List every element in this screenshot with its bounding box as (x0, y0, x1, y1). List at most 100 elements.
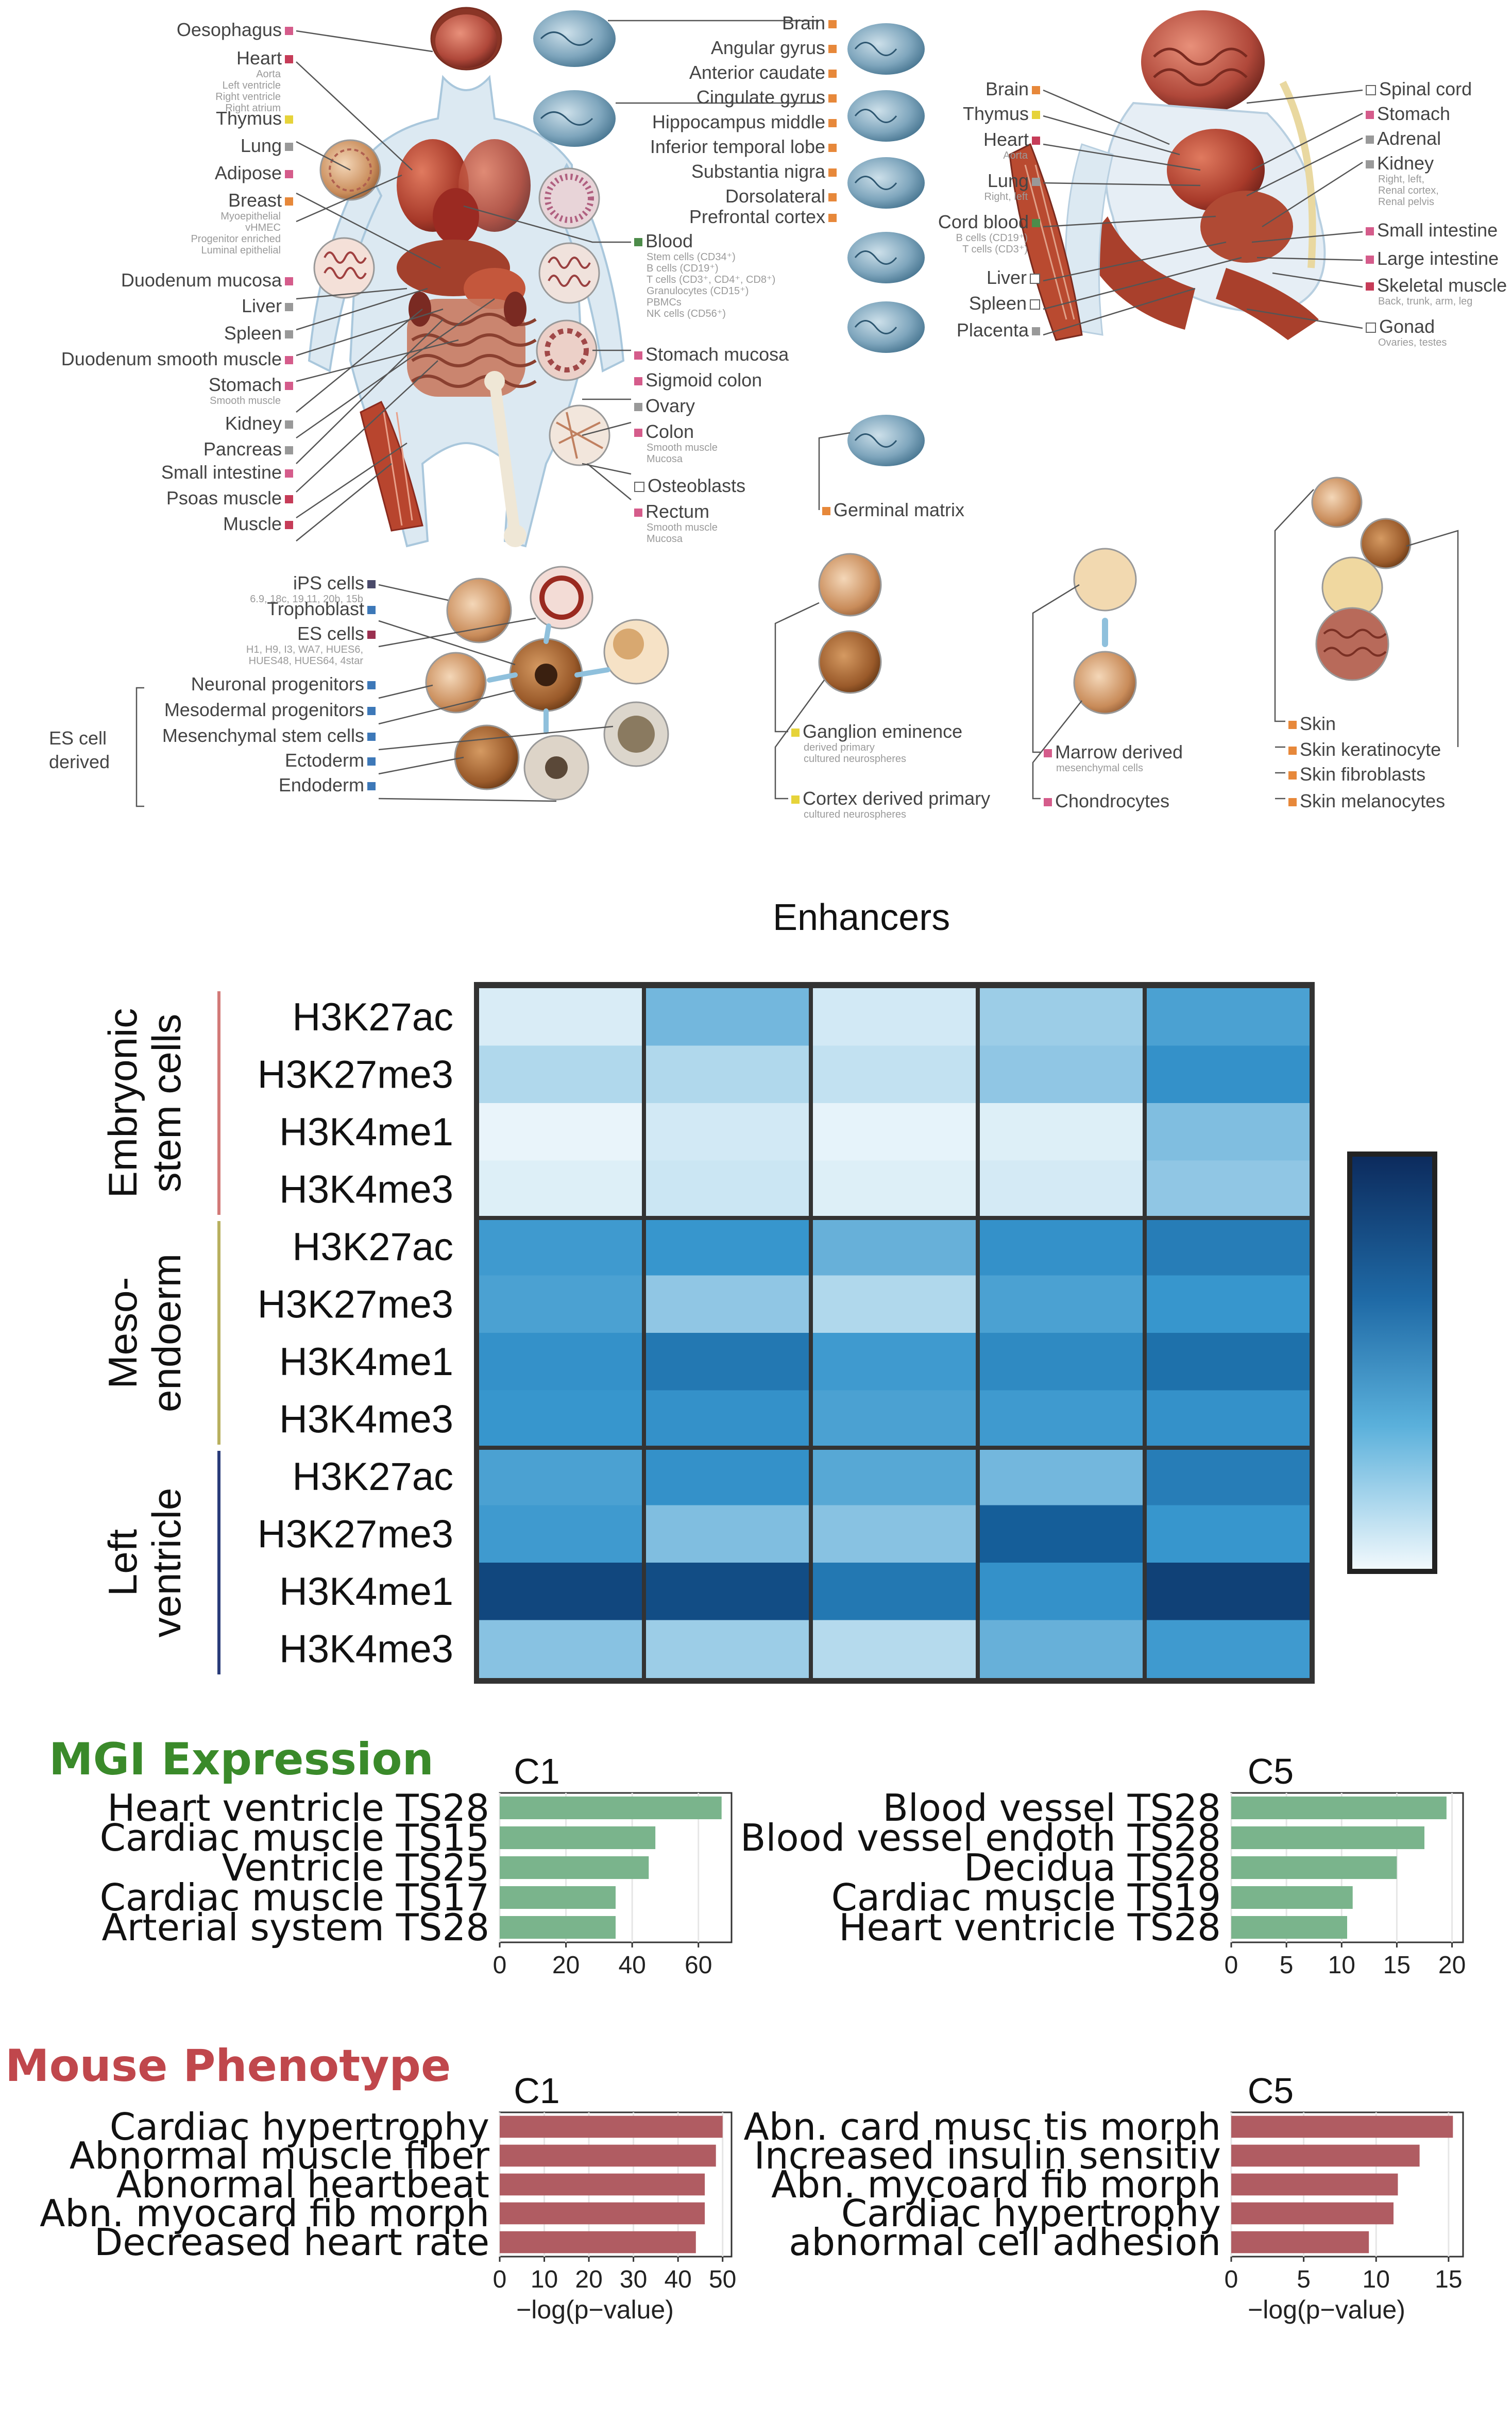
heatmap-cell (479, 1448, 642, 1506)
heatmap-cell (980, 1563, 1143, 1621)
legend-swatch (634, 377, 642, 386)
heatmap-cell (1147, 1103, 1310, 1161)
legend-swatch (1288, 771, 1297, 780)
label-stomach: Stomach (1363, 104, 1450, 124)
es-cell-derived-label: ES cell derived (49, 726, 110, 774)
heatmap-cell (813, 1333, 976, 1391)
label-text: Brain (985, 78, 1029, 99)
heatmap-row-labels: H3K27ac H3K27me3 H3K4me1 H3K4me3 H3K27ac H3K2… (258, 995, 453, 1671)
label-text: Liver (241, 295, 282, 316)
sub-label: Aorta (256, 69, 281, 80)
heatmap-row-label: H3K4me3 (279, 1397, 453, 1441)
label-text: Small intestine (161, 462, 282, 483)
group-label: Meso- (100, 1277, 145, 1389)
label-text: Skin keratinocyte (1300, 739, 1441, 760)
legend-swatch (634, 351, 642, 360)
sub-label: vHMEC (245, 222, 281, 233)
heatmap-row-label: H3K4me1 (279, 1570, 453, 1614)
label-cortex-derived-primary: Cortex derived primary cultured neurosphe… (788, 788, 990, 820)
label-text: Cingulate gyrus (696, 87, 825, 108)
label-text: Ectoderm (284, 750, 364, 771)
label-text: Stomach (208, 374, 282, 395)
legend-swatch (1030, 274, 1040, 284)
legend-swatch (285, 27, 293, 36)
sub-label: 6.9, 18c, 19.11, 20b, 15b (250, 594, 363, 605)
heatmap-row-label: H3K4me3 (279, 1167, 453, 1211)
label-text: Sigmoid colon (645, 369, 762, 391)
label-text: Endoderm (278, 774, 364, 795)
label-spleen: Spleen (969, 293, 1043, 314)
label-germinal-matrix: Germinal matrix (819, 500, 964, 520)
label-text: Liver (986, 267, 1027, 288)
category-label: Cardiac muscle TS15 (100, 1816, 489, 1859)
label-ganglion-eminence: Ganglion eminence derived primary cultured… (788, 721, 962, 765)
legend-swatch (285, 303, 293, 312)
label-text: Large intestine (1377, 248, 1499, 269)
heatmap-cell (479, 1103, 642, 1161)
legend-swatch (1044, 749, 1052, 758)
legend-swatch (1366, 227, 1374, 236)
label-text: Colon (645, 421, 694, 442)
category-label: Decidua TS28 (964, 1846, 1221, 1889)
heatmap-row-label: H3K27me3 (258, 1053, 453, 1096)
heatmap-cell (479, 1390, 642, 1448)
legend-swatch (285, 521, 293, 530)
legend-swatch (285, 277, 293, 286)
category-label: Abn. mycoard fib morph (771, 2163, 1221, 2206)
legend-swatch (828, 144, 837, 153)
legend-swatch (367, 733, 376, 741)
label-skin: Skin (1285, 714, 1336, 734)
label-angular-gyrus: Angular gyrus (711, 38, 840, 58)
tick-label: 0 (493, 2266, 507, 2293)
label-text: Thymus (215, 108, 282, 129)
label-thymus: Thymus (963, 104, 1043, 124)
label-text: Prefrontal cortex (689, 206, 825, 227)
label-osteoblasts: Osteoblasts (631, 476, 745, 496)
label-text: Breast (228, 190, 282, 211)
primary-cell-illustrations (818, 477, 1412, 715)
category-label: Blood vessel TS28 (882, 1786, 1221, 1830)
label-text: Kidney (225, 413, 282, 434)
heatmap-cell (813, 1390, 976, 1448)
label-text: Stomach (1377, 103, 1451, 124)
legend-swatch (1032, 327, 1040, 336)
label-text: Skin melanocytes (1300, 790, 1446, 811)
heatmap-cell (1147, 1218, 1310, 1276)
heatmap-row-label: H3K27me3 (258, 1512, 453, 1556)
heatmap-cell (479, 1620, 642, 1678)
legend-swatch (367, 681, 376, 690)
tick-label: 50 (709, 2266, 736, 2293)
adult-body-illustration (308, 7, 625, 548)
category-label: Increased insulin sensitiv (754, 2134, 1221, 2177)
legend-swatch (1044, 798, 1052, 807)
label-text: Brain (782, 12, 825, 33)
heatmap-cell (1147, 1620, 1310, 1678)
label-ectoderm: Ectoderm (285, 750, 379, 771)
label-text: Pancreas (203, 438, 282, 460)
bar (500, 2231, 696, 2254)
sub-label: mesenchymal cells (1056, 763, 1143, 774)
bar (1231, 1796, 1447, 1820)
label-text: Substantia nigra (691, 161, 825, 182)
legend-swatch (828, 45, 837, 54)
sub-label: B cells (CD19⁺) (956, 232, 1028, 244)
category-label: Cardiac hypertrophy (110, 2105, 489, 2148)
category-label: Blood vessel endoth TS28 (740, 1816, 1221, 1859)
x-axis-label: −log(p−value) (516, 2295, 674, 2324)
heatmap-cell (479, 1333, 642, 1391)
sub-label: Smooth muscle (647, 522, 718, 533)
bar (500, 1826, 656, 1850)
bar (500, 1886, 616, 1909)
sub-label: Mucosa (647, 533, 683, 545)
heatmap-cell (646, 1333, 809, 1391)
heatmap-cell (813, 1160, 976, 1218)
heatmap-cell (1147, 1563, 1310, 1621)
label-rectum: Rectum Smooth muscle Mucosa (631, 501, 718, 545)
heatmap-cell (479, 988, 642, 1046)
heatmap-cell (1147, 988, 1310, 1046)
label-text: Kidney (1377, 153, 1434, 174)
category-label: Cardiac muscle TS17 (100, 1876, 489, 1919)
legend-swatch (285, 55, 293, 64)
sub-label: Granulocytes (CD15⁺) (647, 285, 749, 297)
